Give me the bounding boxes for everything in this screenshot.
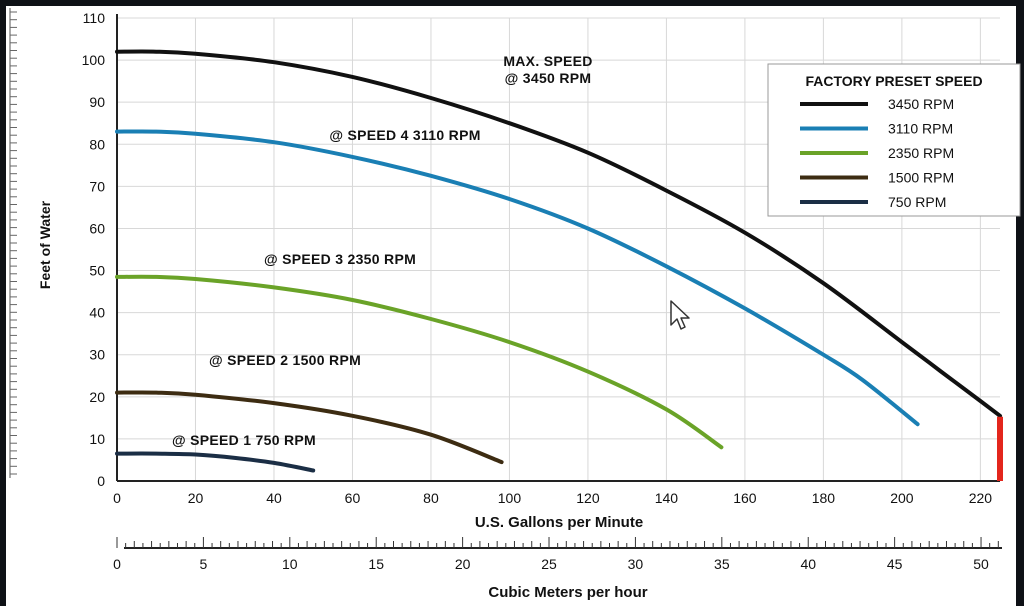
x-tick-label: 200 <box>890 490 914 506</box>
y-tick-label: 20 <box>89 389 105 405</box>
x-tick-label: 140 <box>655 490 679 506</box>
y-tick-label: 50 <box>89 263 105 279</box>
y-tick-label: 70 <box>89 178 105 194</box>
secondary-tick-label: 5 <box>200 556 208 572</box>
secondary-tick-label: 30 <box>628 556 644 572</box>
curve-3110-rpm <box>115 129 920 427</box>
series-lines <box>115 49 1003 481</box>
legend-label: 3110 RPM <box>888 121 953 137</box>
curve-annotation: @ SPEED 2 1500 RPM <box>209 352 361 368</box>
curve-annotation: @ SPEED 4 3110 RPM <box>329 127 480 143</box>
left-edge-ruler <box>9 8 17 478</box>
legend-label: 3450 RPM <box>888 96 954 112</box>
legend: FACTORY PRESET SPEED 3450 RPM 3110 RPM 2350… <box>767 63 1021 217</box>
y-tick-label: 80 <box>89 136 105 152</box>
x-axis-label: U.S. Gallons per Minute <box>475 514 643 531</box>
x-tick-label: 120 <box>576 490 600 506</box>
y-axis-label: Feet of Water <box>37 200 53 289</box>
y-tick-labels: 0 10 20 30 40 50 60 70 80 90 100 110 <box>82 10 106 489</box>
x-tick-label: 160 <box>733 490 757 506</box>
curve-annotation: @ SPEED 1 750 RPM <box>172 432 316 448</box>
y-tick-label: 90 <box>89 94 105 110</box>
secondary-tick-label: 20 <box>455 556 471 572</box>
x-tick-label: 80 <box>423 490 439 506</box>
secondary-tick-label: 50 <box>973 556 989 572</box>
legend-title: FACTORY PRESET SPEED <box>805 73 982 89</box>
x-tick-label: 40 <box>266 490 282 506</box>
legend-box <box>767 63 1021 217</box>
secondary-tick-label: 15 <box>368 556 384 572</box>
curve-1500-rpm <box>115 390 504 465</box>
secondary-x-axis-label: Cubic Meters per hour <box>488 584 647 601</box>
y-tick-label: 110 <box>83 10 106 26</box>
legend-label: 2350 RPM <box>888 145 954 161</box>
x-tick-label: 20 <box>188 490 204 506</box>
x-tick-label: 0 <box>113 490 121 506</box>
axes <box>116 14 1000 482</box>
legend-label: 750 RPM <box>888 194 946 210</box>
curve-2350-rpm <box>115 274 724 450</box>
y-tick-label: 30 <box>89 347 105 363</box>
secondary-x-axis: 0 5 10 15 20 25 30 35 40 45 50 <box>113 537 1002 572</box>
secondary-tick-label: 25 <box>541 556 557 572</box>
y-tick-label: 60 <box>89 220 105 236</box>
curve-3450-rpm <box>115 49 1002 418</box>
x-tick-label: 220 <box>969 490 993 506</box>
curve-annotation: @ SPEED 3 2350 RPM <box>264 251 416 267</box>
x-tick-label: 180 <box>812 490 836 506</box>
secondary-tick-label: 45 <box>887 556 903 572</box>
secondary-tick-label: 40 <box>800 556 816 572</box>
y-tick-label: 40 <box>89 305 105 321</box>
curve-annotation: @ 3450 RPM <box>505 70 592 86</box>
x-tick-label: 60 <box>345 490 361 506</box>
x-tick-labels: 0 20 40 60 80 100 120 140 160 180 200 220 <box>113 490 992 506</box>
secondary-tick-label: 10 <box>282 556 298 572</box>
y-tick-label: 100 <box>82 52 106 68</box>
secondary-tick-label: 0 <box>113 556 121 572</box>
secondary-tick-label: 35 <box>714 556 730 572</box>
curve-750-rpm <box>115 451 316 473</box>
curve-annotations: MAX. SPEED@ 3450 RPM @ SPEED 4 3110 RPM @ … <box>172 53 592 448</box>
y-tick-label: 10 <box>89 431 105 447</box>
y-tick-label: 0 <box>97 473 105 489</box>
legend-label: 1500 RPM <box>888 170 954 186</box>
curve-annotation: MAX. SPEED <box>503 53 592 69</box>
mouse-pointer-icon <box>670 300 690 330</box>
x-tick-label: 100 <box>498 490 522 506</box>
